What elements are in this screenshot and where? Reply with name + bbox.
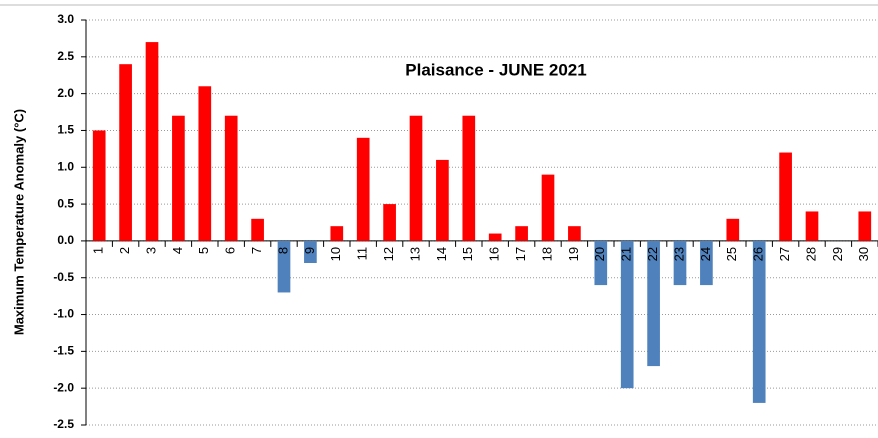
bar — [779, 152, 792, 241]
bar — [726, 218, 740, 241]
x-tick-label: 15 — [460, 247, 475, 261]
x-tick-label: 19 — [566, 247, 581, 261]
y-tick-label: -2.5 — [53, 417, 74, 431]
bar — [647, 240, 660, 367]
y-tick-label: 2.0 — [57, 86, 74, 100]
y-tick-label: 0.5 — [57, 196, 74, 210]
x-tick-label: 5 — [196, 247, 211, 254]
bar — [383, 204, 396, 241]
x-tick-label: 29 — [830, 247, 845, 261]
x-tick-label: 27 — [777, 247, 792, 261]
bar — [224, 115, 238, 241]
bar — [119, 64, 132, 241]
x-tick-label: 4 — [170, 247, 185, 254]
x-tick-label: 23 — [671, 247, 686, 261]
bar — [594, 240, 608, 286]
y-tick-label: -1.5 — [53, 344, 74, 358]
x-tick-label: 30 — [856, 247, 871, 261]
x-tick-label: 25 — [724, 247, 739, 261]
x-tick-label: 24 — [698, 247, 713, 261]
y-tick-label: 1.0 — [57, 159, 74, 173]
x-tick-label: 17 — [513, 247, 528, 261]
bar — [356, 137, 370, 241]
bar — [620, 240, 634, 389]
x-tick-label: 13 — [407, 247, 422, 261]
bar — [488, 233, 502, 241]
bar — [92, 130, 106, 241]
y-axis-label: Maximum Temperature Anomaly (°C) — [11, 109, 26, 335]
y-tick-label: 2.5 — [57, 49, 74, 63]
bar — [251, 218, 264, 241]
x-tick-label: 8 — [275, 247, 290, 254]
x-tick-label: 21 — [619, 247, 634, 261]
x-tick-label: 22 — [645, 247, 660, 261]
x-tick-label: 12 — [381, 247, 396, 261]
x-tick-label: 28 — [803, 247, 818, 261]
bar — [436, 159, 449, 241]
x-tick-label: 3 — [143, 247, 158, 254]
bar — [858, 211, 872, 241]
x-tick-label: 16 — [487, 247, 502, 261]
bar — [330, 226, 344, 241]
y-tick-label: -0.5 — [53, 270, 74, 284]
y-tick-label: 1.5 — [57, 123, 74, 137]
x-tick-label: 7 — [249, 247, 264, 254]
x-tick-label: 11 — [355, 247, 370, 261]
x-tick-label: 18 — [539, 247, 554, 261]
bar — [541, 174, 555, 241]
bar — [277, 240, 291, 293]
bar — [752, 240, 766, 403]
bar — [805, 211, 819, 241]
y-tick-label: -1.0 — [53, 307, 74, 321]
x-tick-label: 10 — [328, 247, 343, 261]
bar — [515, 226, 528, 241]
bar — [700, 240, 713, 286]
bar — [673, 240, 687, 286]
bar — [304, 240, 317, 263]
x-tick-label: 20 — [592, 247, 607, 261]
y-tick-label: 3.0 — [57, 12, 74, 26]
y-tick-label: -2.0 — [53, 380, 74, 394]
bar — [409, 115, 423, 241]
x-tick-label: 26 — [751, 247, 766, 261]
chart-title: Plaisance - JUNE 2021 — [405, 60, 586, 79]
bar — [172, 115, 185, 241]
x-tick-label: 1 — [91, 247, 106, 254]
x-tick-label: 14 — [434, 247, 449, 261]
x-tick-label: 6 — [223, 247, 238, 254]
x-tick-label: 2 — [117, 247, 132, 254]
bar — [145, 42, 159, 241]
bar — [568, 226, 581, 241]
bar — [198, 86, 212, 241]
x-tick-label: 9 — [302, 247, 317, 254]
y-tick-label: 0.0 — [57, 233, 74, 247]
bar — [462, 115, 476, 241]
